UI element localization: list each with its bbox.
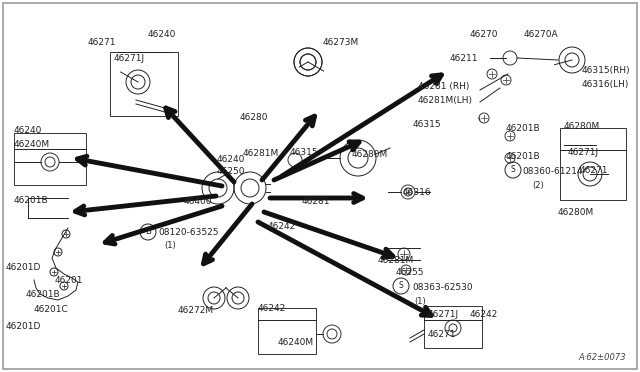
- Text: 46280M: 46280M: [352, 150, 388, 159]
- Text: 46400: 46400: [184, 197, 212, 206]
- Text: 46280M: 46280M: [564, 122, 600, 131]
- Text: 46316(LH): 46316(LH): [582, 80, 629, 89]
- Text: 46240: 46240: [148, 30, 177, 39]
- Text: 46281: 46281: [302, 197, 330, 206]
- Text: 46271J: 46271J: [568, 148, 599, 157]
- Text: 46281M: 46281M: [243, 149, 279, 158]
- Text: 46315: 46315: [413, 120, 442, 129]
- Text: 08363-62530: 08363-62530: [412, 283, 472, 292]
- Text: 46201B: 46201B: [506, 152, 541, 161]
- Text: 46271: 46271: [88, 38, 116, 47]
- Text: 46201D: 46201D: [6, 322, 42, 331]
- Text: 46315: 46315: [290, 148, 319, 157]
- Text: 46240: 46240: [217, 155, 245, 164]
- Text: 46315(RH): 46315(RH): [582, 66, 630, 75]
- Text: (1): (1): [164, 241, 176, 250]
- Text: 46240M: 46240M: [278, 338, 314, 347]
- Text: 46280: 46280: [240, 113, 269, 122]
- Text: 08120-63525: 08120-63525: [158, 228, 218, 237]
- Text: 46201: 46201: [55, 276, 83, 285]
- Text: 46250: 46250: [217, 167, 246, 176]
- Text: 46280M: 46280M: [558, 208, 595, 217]
- Text: 46201D: 46201D: [6, 263, 42, 272]
- Text: 46201C: 46201C: [34, 305, 68, 314]
- Text: 46242: 46242: [258, 304, 286, 313]
- Text: 46271: 46271: [428, 330, 456, 339]
- Bar: [110, 52, 178, 116]
- Text: S: S: [399, 282, 403, 291]
- Text: 46273M: 46273M: [323, 38, 359, 47]
- Text: 46281M(LH): 46281M(LH): [418, 96, 473, 105]
- Text: 46201B: 46201B: [14, 196, 49, 205]
- Text: 46201B: 46201B: [506, 124, 541, 133]
- Text: 46242: 46242: [268, 222, 296, 231]
- Bar: [258, 308, 316, 354]
- Text: 46271J: 46271J: [114, 54, 145, 63]
- Text: 46271J: 46271J: [428, 310, 459, 319]
- Text: 46272M: 46272M: [178, 306, 214, 315]
- Text: 46240: 46240: [14, 126, 42, 135]
- Text: 46201B: 46201B: [26, 290, 61, 299]
- Bar: [424, 306, 482, 348]
- Text: S: S: [511, 166, 515, 174]
- Bar: [560, 128, 626, 200]
- Text: 46281 (RH): 46281 (RH): [418, 82, 469, 91]
- Text: 46316: 46316: [403, 188, 431, 197]
- Text: 46271: 46271: [580, 166, 609, 175]
- Text: 46242: 46242: [470, 310, 499, 319]
- Text: B: B: [145, 228, 151, 237]
- Text: A·62±0073: A·62±0073: [579, 353, 626, 362]
- Text: 46281M: 46281M: [378, 256, 414, 265]
- Text: 46270A: 46270A: [524, 30, 559, 39]
- Text: 08360-61214: 08360-61214: [522, 167, 582, 176]
- Text: 46255: 46255: [396, 268, 424, 277]
- Text: 46211: 46211: [450, 54, 479, 63]
- Bar: [14, 133, 86, 185]
- Text: 46240M: 46240M: [14, 140, 50, 149]
- Text: (2): (2): [532, 181, 544, 190]
- Text: (1): (1): [414, 297, 426, 306]
- Text: 46270: 46270: [470, 30, 499, 39]
